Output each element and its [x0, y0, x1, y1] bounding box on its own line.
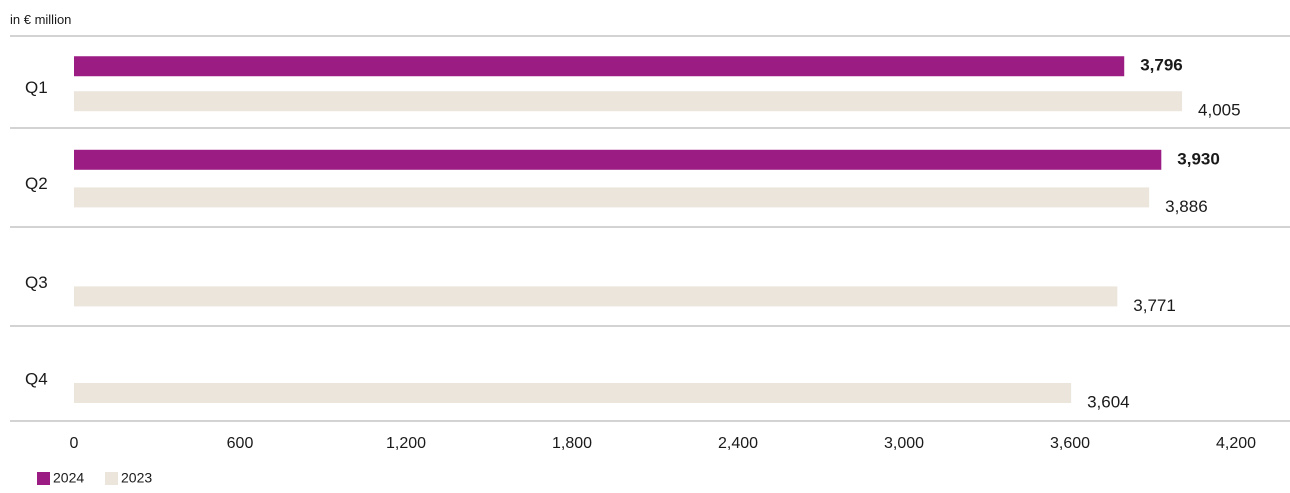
x-tick-label: 3,600 — [1050, 435, 1090, 452]
bar-2024-q2 — [74, 149, 1162, 170]
legend-swatch — [37, 472, 50, 485]
data-label: 3,796 — [1140, 56, 1183, 75]
x-tick-label: 0 — [70, 435, 79, 452]
x-axis: 0 600 1,200 1,800 2,400 3,000 3,600 4,200 — [70, 435, 1257, 452]
category-label: Q3 — [25, 273, 48, 292]
x-tick-label: 600 — [227, 435, 254, 452]
legend-label: 2023 — [121, 470, 152, 486]
legend-item-2023: 2023 — [105, 470, 152, 486]
bar-2023-q3 — [74, 286, 1118, 307]
data-label: 4,005 — [1198, 101, 1241, 120]
x-tick-label: 3,000 — [884, 435, 924, 452]
category-row-q3: Q3 3,771 — [25, 273, 1176, 315]
category-label: Q4 — [25, 370, 48, 389]
category-row-q4: Q4 3,604 — [25, 370, 1130, 412]
x-tick-label: 4,200 — [1216, 435, 1256, 452]
category-label: Q1 — [25, 78, 48, 97]
data-label: 3,930 — [1177, 149, 1220, 168]
data-label: 3,771 — [1133, 296, 1176, 315]
bar-2023-q4 — [74, 383, 1072, 403]
x-tick-label: 1,800 — [552, 435, 592, 452]
data-label: 3,604 — [1087, 392, 1130, 411]
x-tick-label: 1,200 — [386, 435, 426, 452]
legend: 2024 2023 — [37, 470, 152, 486]
data-label: 3,886 — [1165, 197, 1208, 216]
bar-2024-q1 — [74, 56, 1125, 77]
unit-label: in € million — [10, 12, 71, 27]
category-row-q2: Q2 3,930 3,886 — [25, 149, 1220, 216]
legend-swatch — [105, 472, 118, 485]
legend-item-2024: 2024 — [37, 470, 84, 486]
row-dividers — [10, 35, 1290, 422]
category-row-q1: Q1 3,796 4,005 — [25, 56, 1241, 120]
category-rows: Q1 3,796 4,005 Q2 3,930 3,886 Q3 3,771 Q4 3,604 — [25, 56, 1241, 412]
x-tick-label: 2,400 — [718, 435, 758, 452]
bar-2023-q2 — [74, 187, 1150, 208]
legend-label: 2024 — [53, 470, 84, 486]
category-label: Q2 — [25, 174, 48, 193]
bar-2023-q1 — [74, 91, 1183, 112]
